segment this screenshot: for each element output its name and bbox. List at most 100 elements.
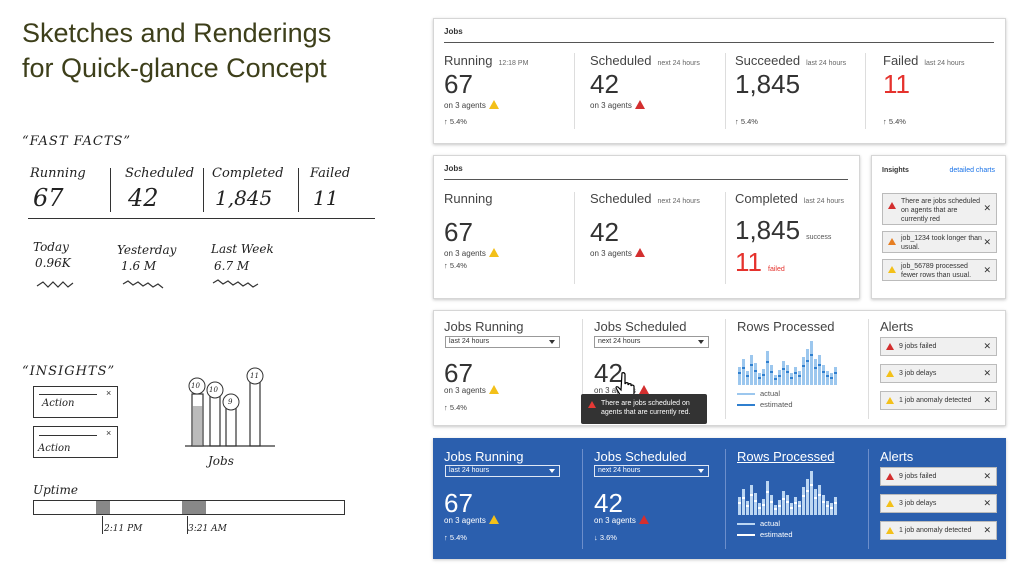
chart-bar xyxy=(774,375,777,385)
chart-bar xyxy=(750,485,753,515)
close-icon[interactable]: ✕ xyxy=(983,203,991,213)
insight-item[interactable]: job_1234 took longer than usual. ✕ xyxy=(882,231,997,253)
chart-bar xyxy=(806,349,809,385)
jobs-card-v3: Jobs Running last 24 hours 67 on 3 agent… xyxy=(433,310,1006,426)
chevron-down-icon xyxy=(549,469,555,473)
chart-bar xyxy=(830,503,833,515)
slide-title: Sketches and Renderings for Quick-glance… xyxy=(22,16,331,86)
chart-bar xyxy=(778,500,781,515)
title-line-1: Sketches and Renderings xyxy=(22,18,332,48)
scheduled-metric: Scheduled next 24 hours 42 on 3 agents xyxy=(590,53,700,110)
warning-icon xyxy=(888,238,896,245)
select-value: last 24 hours xyxy=(449,338,490,345)
running-metric: Running 12:18 PM 67 on 3 agents xyxy=(444,53,528,110)
chart-bar xyxy=(742,359,745,385)
alert-item[interactable]: 3 job delays ✕ xyxy=(880,364,997,383)
legend-label: estimated xyxy=(760,530,793,539)
metric-value: 42 xyxy=(590,69,619,99)
chart-bar xyxy=(790,503,793,515)
sketch-action-label: Action xyxy=(42,398,75,409)
sketch-facts-row: Running 67 Scheduled 42 Completed 1,845 … xyxy=(28,166,375,222)
insight-text: There are jobs scheduled on agents that … xyxy=(901,198,980,223)
error-icon xyxy=(634,248,645,257)
alert-item[interactable]: 1 job anomaly detected ✕ xyxy=(880,521,997,540)
sketch-uptime-label: Uptime xyxy=(33,483,78,497)
close-icon[interactable]: ✕ xyxy=(983,498,991,508)
alert-item[interactable]: 3 job delays ✕ xyxy=(880,494,997,513)
success-label: success xyxy=(806,234,832,241)
sketch-fact-label: Scheduled xyxy=(125,166,195,181)
alert-item[interactable]: 9 jobs failed ✕ xyxy=(880,467,997,486)
sketch-bubble-value: 10 xyxy=(191,382,200,390)
insight-item[interactable]: There are jobs scheduled on agents that … xyxy=(882,193,997,225)
chart-bar xyxy=(766,481,769,515)
sketch-time-label: 3:21 AM xyxy=(188,524,227,534)
sketch-fact-value: 11 xyxy=(313,186,339,210)
chart-bar xyxy=(786,365,789,385)
delta-label: ↑ 5.4% xyxy=(444,261,467,270)
sketch-close-icon: × xyxy=(106,428,112,438)
chart-bar xyxy=(810,471,813,515)
card-title: Jobs xyxy=(444,27,463,36)
failed-metric: Failed last 24 hours 11 xyxy=(883,53,965,98)
error-icon xyxy=(588,401,596,408)
metric-label: Running xyxy=(444,191,493,206)
running-range-select[interactable]: last 24 hours xyxy=(445,465,560,477)
chart-bar xyxy=(786,495,789,515)
sketch-jobs-chart xyxy=(185,367,275,447)
running-range-select[interactable]: last 24 hours xyxy=(445,336,560,348)
sketch-fact-label: Completed xyxy=(212,166,284,181)
chart-bar xyxy=(758,503,761,515)
chevron-down-icon xyxy=(698,340,704,344)
delta-label: ↑ 5.4% xyxy=(735,117,758,126)
delta-label: ↓ 3.6% xyxy=(594,533,617,542)
metric-label: Running xyxy=(444,53,493,68)
chart-bar xyxy=(822,495,825,515)
alert-text: 1 job anomaly detected xyxy=(899,397,972,404)
close-icon[interactable]: ✕ xyxy=(983,265,991,275)
legend-actual: actual xyxy=(737,389,780,398)
alert-text: 3 job delays xyxy=(899,370,937,377)
metric-value: 42 xyxy=(594,358,623,388)
error-icon xyxy=(634,100,645,109)
chart-bar xyxy=(758,373,761,385)
metric-value: 42 xyxy=(590,217,619,247)
chart-bar xyxy=(814,489,817,515)
scheduled-range-select[interactable]: next 24 hours xyxy=(594,465,709,477)
close-icon[interactable]: ✕ xyxy=(983,395,991,405)
detailed-charts-link[interactable]: detailed charts xyxy=(949,167,995,174)
insight-item[interactable]: job_56789 processed fewer rows than usua… xyxy=(882,259,997,281)
sketch-periods-row: Today 0.96K Yesterday 1.6 M Last Week 6.… xyxy=(33,240,303,290)
sketch-fast-facts-heading: “FAST FACTS” xyxy=(22,134,132,149)
chart-bar xyxy=(802,487,805,515)
close-icon[interactable]: ✕ xyxy=(983,471,991,481)
close-icon[interactable]: ✕ xyxy=(983,525,991,535)
sketch-period-value: 6.7 M xyxy=(214,259,250,273)
alert-text: 3 job delays xyxy=(899,500,937,507)
sketch-period-label: Yesterday xyxy=(117,243,177,257)
close-icon[interactable]: ✕ xyxy=(983,368,991,378)
chart-bar xyxy=(762,369,765,385)
delta-label: ↑ 5.4% xyxy=(444,533,467,542)
chart-bar xyxy=(830,373,833,385)
rows-processed-chart xyxy=(738,337,837,385)
chart-bar xyxy=(798,371,801,385)
error-icon xyxy=(638,385,649,394)
scheduled-range-select[interactable]: next 24 hours xyxy=(594,336,709,348)
sketch-period-label: Last Week xyxy=(211,242,274,256)
close-icon[interactable]: ✕ xyxy=(983,341,991,351)
sketch-action-label: Action xyxy=(38,443,71,454)
rows-processed-link[interactable]: Rows Processed xyxy=(737,449,835,464)
metric-sublabel: 12:18 PM xyxy=(498,60,529,67)
alert-item[interactable]: 9 jobs failed ✕ xyxy=(880,337,997,356)
chart-bar xyxy=(778,370,781,385)
alert-item[interactable]: 1 job anomaly detected ✕ xyxy=(880,391,997,410)
warning-icon xyxy=(488,515,499,524)
insights-panel: Insights detailed charts There are jobs … xyxy=(871,155,1006,299)
error-icon xyxy=(886,343,894,350)
chart-bar xyxy=(822,365,825,385)
chart-bar xyxy=(790,373,793,385)
tooltip-text: There are jobs scheduled on agents that … xyxy=(601,400,691,416)
chevron-down-icon xyxy=(549,340,555,344)
close-icon[interactable]: ✕ xyxy=(983,237,991,247)
